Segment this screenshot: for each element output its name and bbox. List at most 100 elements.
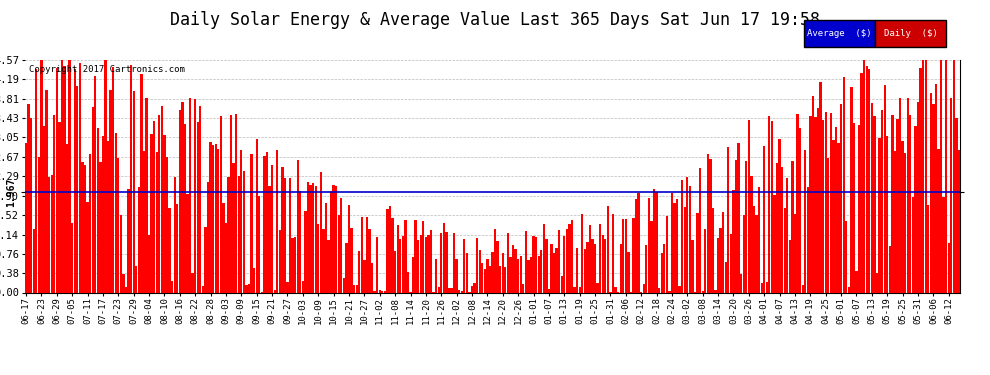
Bar bbox=[178, 110, 181, 292]
Bar bbox=[778, 140, 781, 292]
Bar bbox=[865, 66, 868, 292]
Bar bbox=[522, 284, 525, 292]
Bar bbox=[66, 144, 68, 292]
Bar bbox=[476, 238, 478, 292]
Bar bbox=[435, 259, 438, 292]
Bar bbox=[927, 205, 930, 292]
Bar bbox=[584, 249, 586, 292]
Bar bbox=[599, 224, 601, 292]
Bar bbox=[796, 114, 799, 292]
Bar bbox=[202, 286, 204, 292]
Bar bbox=[222, 203, 225, 292]
Bar bbox=[625, 219, 627, 292]
Bar bbox=[115, 133, 117, 292]
Bar bbox=[660, 253, 663, 292]
Bar bbox=[50, 175, 52, 292]
Bar bbox=[720, 228, 722, 292]
Bar bbox=[709, 159, 712, 292]
Bar bbox=[742, 215, 744, 292]
Bar bbox=[335, 186, 338, 292]
Bar bbox=[645, 245, 647, 292]
Bar bbox=[160, 106, 163, 292]
Bar bbox=[325, 203, 327, 292]
Bar bbox=[520, 256, 522, 292]
Bar bbox=[504, 267, 507, 292]
Bar bbox=[612, 214, 614, 292]
Bar bbox=[158, 115, 160, 292]
Bar bbox=[538, 256, 540, 292]
Bar bbox=[478, 250, 481, 292]
Bar bbox=[443, 222, 445, 292]
Bar bbox=[847, 287, 850, 292]
Bar bbox=[425, 237, 427, 292]
Bar bbox=[768, 116, 770, 292]
Bar bbox=[868, 69, 870, 292]
Bar bbox=[855, 271, 857, 292]
Bar bbox=[815, 117, 817, 292]
Bar bbox=[733, 190, 735, 292]
Bar bbox=[171, 281, 173, 292]
Bar bbox=[491, 252, 494, 292]
Bar bbox=[920, 68, 922, 292]
Bar bbox=[238, 176, 240, 292]
Bar bbox=[535, 237, 538, 292]
Bar bbox=[763, 146, 765, 292]
Bar bbox=[299, 190, 301, 292]
Bar bbox=[581, 213, 583, 292]
Bar bbox=[509, 256, 512, 292]
Bar bbox=[384, 291, 386, 292]
Bar bbox=[376, 237, 378, 292]
Bar bbox=[141, 74, 143, 292]
Bar bbox=[35, 69, 38, 292]
Bar bbox=[512, 245, 514, 292]
Bar bbox=[60, 60, 63, 292]
Bar bbox=[68, 60, 70, 292]
Bar bbox=[265, 152, 268, 292]
Bar bbox=[471, 286, 473, 292]
Bar bbox=[750, 176, 752, 292]
Bar bbox=[463, 239, 465, 292]
Bar bbox=[253, 268, 255, 292]
Bar bbox=[904, 153, 907, 292]
Bar bbox=[602, 235, 604, 292]
Bar bbox=[786, 178, 788, 292]
Bar bbox=[166, 157, 168, 292]
Bar bbox=[684, 207, 686, 292]
Bar bbox=[850, 87, 852, 292]
Bar bbox=[807, 186, 809, 292]
Bar bbox=[130, 64, 133, 292]
Text: Daily  ($): Daily ($) bbox=[884, 29, 938, 38]
Bar bbox=[909, 115, 912, 292]
Bar bbox=[702, 291, 704, 292]
Bar bbox=[558, 230, 560, 292]
Bar bbox=[952, 60, 955, 292]
Bar bbox=[933, 104, 935, 292]
Bar bbox=[73, 69, 76, 292]
Bar bbox=[278, 230, 281, 292]
Bar bbox=[358, 251, 360, 292]
Bar bbox=[876, 273, 878, 292]
Bar bbox=[343, 278, 346, 292]
Bar bbox=[563, 236, 565, 292]
Bar bbox=[353, 285, 355, 292]
Bar bbox=[310, 185, 312, 292]
Bar bbox=[407, 272, 409, 292]
Bar bbox=[545, 238, 547, 292]
Bar bbox=[930, 93, 932, 292]
Bar bbox=[391, 219, 394, 292]
Bar bbox=[773, 195, 775, 292]
Bar bbox=[91, 106, 94, 292]
Bar bbox=[507, 233, 509, 292]
Bar bbox=[938, 149, 940, 292]
Bar bbox=[248, 284, 250, 292]
Bar bbox=[58, 122, 60, 292]
Bar bbox=[840, 104, 842, 292]
Bar bbox=[484, 270, 486, 292]
Bar bbox=[455, 259, 457, 292]
Bar bbox=[184, 123, 186, 292]
Bar bbox=[809, 116, 812, 292]
Bar bbox=[397, 225, 399, 292]
Bar bbox=[615, 287, 617, 292]
Bar bbox=[691, 240, 694, 292]
Bar bbox=[430, 230, 433, 292]
